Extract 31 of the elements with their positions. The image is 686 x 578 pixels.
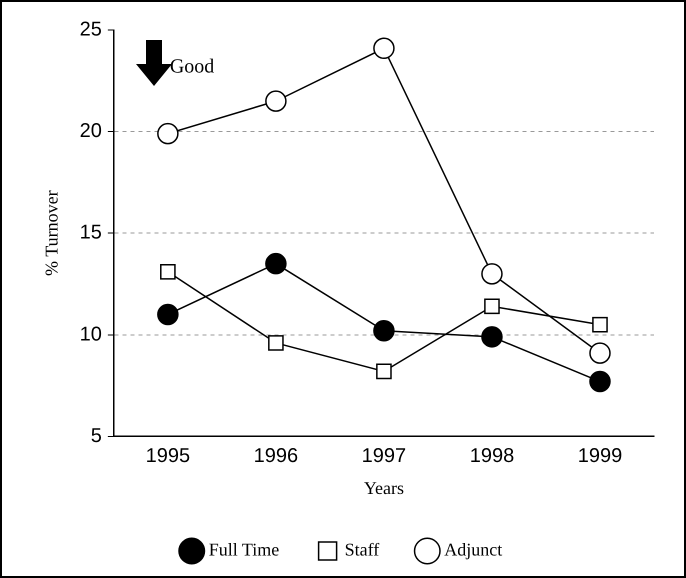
point — [484, 298, 500, 314]
point — [265, 90, 287, 112]
x-tick-label: 1998 — [470, 444, 514, 467]
legend-label: Adjunct — [444, 540, 502, 560]
y-tick-label: 25 — [80, 18, 102, 41]
y-tick-label: 10 — [80, 323, 102, 346]
point — [160, 264, 176, 280]
x-axis-title: Years — [364, 478, 404, 498]
x-tick-label: 1995 — [146, 444, 190, 467]
point — [589, 342, 611, 364]
point — [268, 335, 284, 351]
point — [481, 263, 503, 285]
legend-label: Full Time — [208, 540, 280, 560]
point — [265, 252, 287, 274]
point — [157, 304, 179, 326]
y-tick-label: 15 — [80, 222, 102, 244]
x-tick-label: 1997 — [362, 444, 406, 467]
y-tick-label: 5 — [90, 424, 102, 447]
point — [373, 320, 395, 342]
point — [373, 38, 395, 60]
x-tick-label: 1999 — [578, 444, 622, 467]
x-tick-label: 1996 — [254, 444, 298, 467]
point — [376, 364, 392, 380]
point — [592, 316, 608, 332]
point — [157, 122, 179, 144]
point — [481, 326, 503, 348]
legend-label: Staff — [344, 540, 380, 560]
y-axis-title: % Turnover — [42, 190, 62, 276]
annotation: Good — [170, 55, 214, 78]
y-tick-label: 20 — [80, 120, 102, 142]
point — [589, 370, 611, 392]
